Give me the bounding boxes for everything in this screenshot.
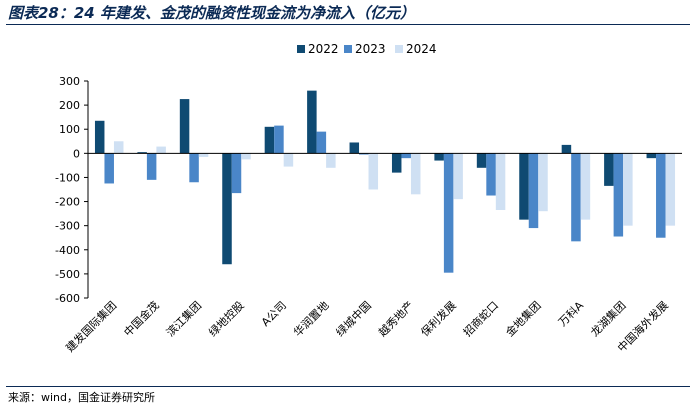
x-tick-label: 龙湖集团 bbox=[587, 298, 628, 339]
bar-2022-越秀地产 bbox=[391, 153, 402, 173]
page-title: 图表28：24 年建发、金茂的融资性现金流为净流入（亿元） bbox=[8, 4, 415, 22]
x-tick-label: 中国金茂 bbox=[121, 298, 162, 339]
bar-2024-A公司 bbox=[283, 153, 294, 167]
x-tick-label: 万科A bbox=[555, 298, 586, 329]
bar-2023-中国金茂 bbox=[146, 153, 157, 180]
bar-2023-越秀地产 bbox=[401, 153, 411, 159]
bar-2023-绿地控股 bbox=[231, 153, 242, 194]
bar-2024-招商蛇口 bbox=[495, 153, 506, 210]
legend-swatch-2023 bbox=[344, 45, 352, 53]
bar-2022-保利发展 bbox=[434, 153, 444, 161]
bar-2023-绿城中国 bbox=[359, 153, 369, 155]
x-tick-label: 保利发展 bbox=[418, 298, 459, 339]
y-tick-label: -600 bbox=[55, 292, 80, 305]
y-tick-label: -200 bbox=[55, 196, 80, 209]
x-tick-label: 华润置地 bbox=[290, 298, 331, 339]
bar-2022-中国金茂 bbox=[137, 152, 147, 154]
x-tick-label: 绿地控股 bbox=[206, 298, 247, 339]
bar-2023-建发国际集团 bbox=[104, 153, 114, 184]
bar-2023-招商蛇口 bbox=[486, 153, 496, 196]
bar-2022-金地集团 bbox=[519, 153, 529, 220]
y-tick-label: -100 bbox=[55, 171, 80, 184]
bar-2023-金地集团 bbox=[528, 153, 539, 229]
bar-2023-龙湖集团 bbox=[613, 153, 624, 237]
bar-2023-华润置地 bbox=[316, 131, 327, 154]
y-tick-label: 300 bbox=[59, 75, 80, 88]
bar-2024-绿地控股 bbox=[241, 153, 251, 160]
bar-2024-龙湖集团 bbox=[623, 153, 633, 226]
bar-2022-滨江集团 bbox=[179, 99, 190, 154]
top-divider bbox=[6, 24, 690, 25]
bar-2022-绿城中国 bbox=[349, 142, 360, 154]
bar-2023-中国海外发展 bbox=[656, 153, 666, 238]
bar-2024-绿城中国 bbox=[368, 153, 379, 190]
bar-2023-滨江集团 bbox=[189, 153, 199, 183]
bar-2023-万科A bbox=[571, 153, 581, 242]
bar-2024-万科A bbox=[580, 153, 591, 220]
bar-2024-金地集团 bbox=[538, 153, 548, 212]
bar-2022-绿地控股 bbox=[222, 153, 232, 265]
y-tick-label: 100 bbox=[59, 123, 80, 136]
y-tick-label: -400 bbox=[55, 244, 80, 257]
bar-2024-中国金茂 bbox=[156, 146, 166, 154]
bar-2024-建发国际集团 bbox=[113, 141, 124, 154]
x-tick-label: 绿城中国 bbox=[333, 298, 374, 339]
bar-2022-万科A bbox=[561, 144, 572, 154]
bar-2024-华润置地 bbox=[326, 153, 336, 168]
bar-2023-保利发展 bbox=[443, 153, 454, 273]
source-note: 来源：wind，国金证券研究所 bbox=[8, 391, 156, 404]
legend-label-2023: 2023 bbox=[355, 42, 386, 56]
bar-2022-A公司 bbox=[264, 126, 275, 154]
x-tick-label: 金地集团 bbox=[503, 298, 544, 339]
bottom-divider bbox=[6, 386, 690, 387]
x-tick-label: 滨江集团 bbox=[163, 298, 204, 339]
bar-2023-A公司 bbox=[274, 125, 284, 154]
bar-2022-华润置地 bbox=[307, 90, 317, 154]
x-tick-label: 越秀地产 bbox=[375, 298, 416, 339]
bar-2024-滨江集团 bbox=[198, 153, 209, 157]
legend-swatch-2024 bbox=[395, 45, 403, 53]
x-tick-label: 招商蛇口 bbox=[460, 298, 501, 339]
bar-2022-龙湖集团 bbox=[604, 153, 614, 186]
bar-2022-招商蛇口 bbox=[476, 153, 487, 168]
bar-2022-中国海外发展 bbox=[646, 153, 657, 159]
bar-2024-越秀地产 bbox=[410, 153, 421, 195]
legend-swatch-2022 bbox=[297, 45, 305, 53]
y-tick-label: -300 bbox=[55, 220, 80, 233]
y-tick-label: -500 bbox=[55, 268, 80, 281]
y-tick-label: 0 bbox=[73, 147, 80, 160]
legend-label-2022: 2022 bbox=[308, 42, 339, 56]
x-tick-label: 建发国际集团 bbox=[63, 298, 120, 355]
y-tick-label: 200 bbox=[59, 99, 80, 112]
bar-2024-保利发展 bbox=[453, 153, 463, 200]
bar-2024-中国海外发展 bbox=[665, 153, 676, 226]
bar-2022-建发国际集团 bbox=[94, 120, 105, 154]
x-tick-label: A公司 bbox=[259, 299, 289, 329]
legend-label-2024: 2024 bbox=[406, 42, 437, 56]
